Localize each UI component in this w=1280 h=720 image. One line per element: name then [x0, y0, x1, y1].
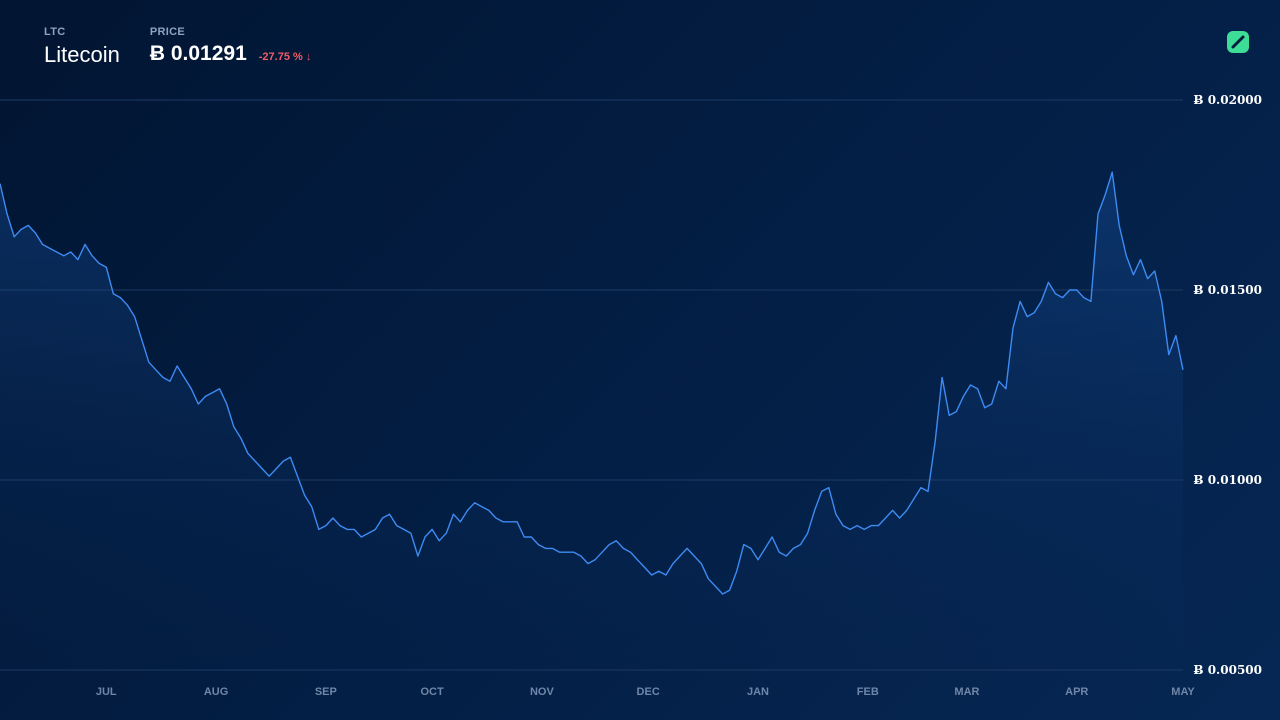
x-tick-label: MAR — [954, 686, 979, 698]
x-tick-label: JAN — [747, 686, 769, 698]
price-change-badge: -27.75 % ↓ — [258, 51, 312, 63]
x-tick-label: JUL — [96, 686, 117, 698]
y-tick-label: Ƀ 0.01000 — [1193, 473, 1262, 487]
asset-name: Litecoin — [44, 42, 120, 67]
price-series-line — [0, 171, 1184, 595]
brand-logo-icon[interactable] — [1226, 30, 1250, 54]
price-info: PRICE Ƀ 0.01291 -27.75 % ↓ — [150, 26, 312, 68]
x-tick-label: OCT — [420, 686, 444, 698]
price-row: Ƀ 0.01291 -27.75 % ↓ — [150, 42, 312, 66]
x-tick-label: APR — [1065, 686, 1088, 698]
x-tick-label: SEP — [315, 686, 337, 698]
price-label: PRICE — [149, 26, 185, 38]
y-tick-label: Ƀ 0.01500 — [1193, 283, 1262, 297]
x-tick-label: AUG — [204, 686, 228, 698]
header: LTC Litecoin PRICE Ƀ 0.01291 -27.75 % ↓ — [44, 26, 311, 68]
x-tick-label: FEB — [857, 686, 879, 698]
y-tick-label: Ƀ 0.00500 — [1193, 663, 1262, 677]
x-tick-label: DEC — [637, 686, 660, 698]
asset-info: LTC Litecoin — [44, 26, 120, 68]
x-tick-label: MAY — [1171, 686, 1195, 698]
price-area-fill — [0, 172, 1183, 670]
price-value: Ƀ 0.01291 — [149, 42, 247, 65]
y-tick-label: Ƀ 0.02000 — [1193, 93, 1262, 107]
x-tick-label: NOV — [530, 686, 555, 698]
asset-symbol: LTC — [44, 26, 66, 38]
